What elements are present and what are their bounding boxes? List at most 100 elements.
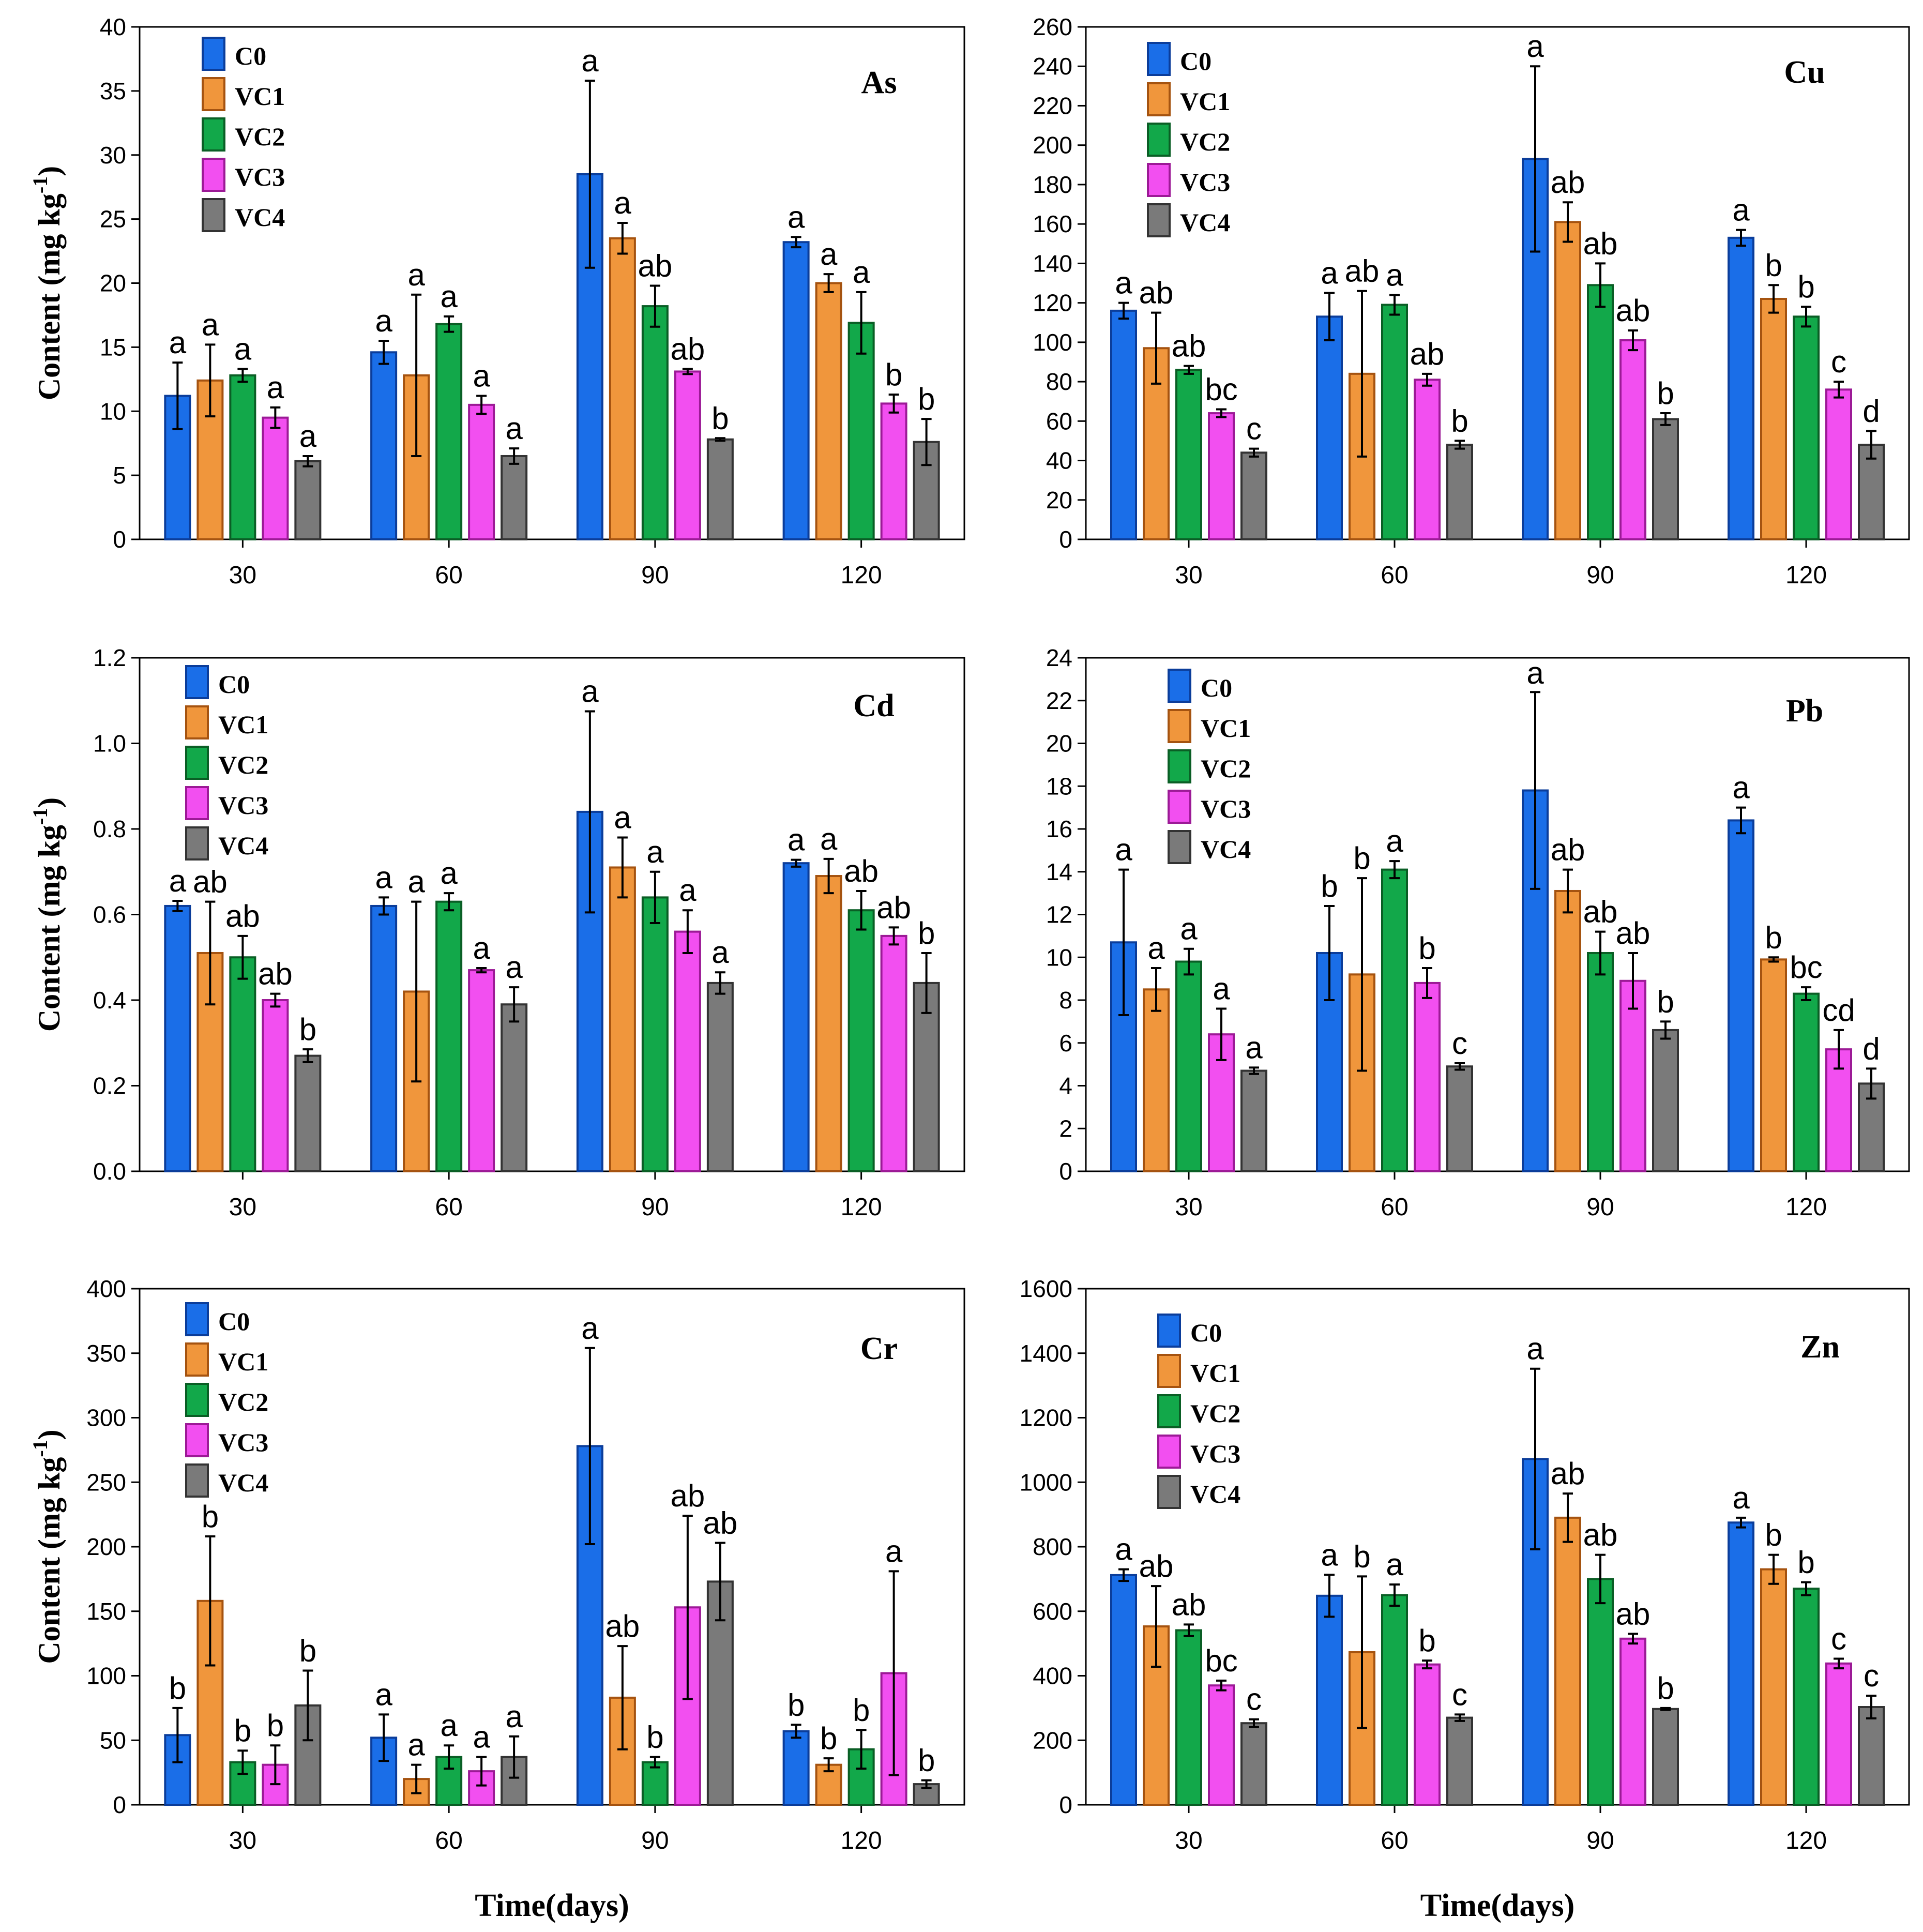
significance-letter: a [820, 237, 838, 271]
legend-swatch-vc3 [1147, 163, 1171, 197]
y-tick-label: 20 [1046, 730, 1072, 757]
y-tick-label: 6 [1059, 1030, 1072, 1056]
significance-letter: c [1831, 1621, 1846, 1656]
legend-label-vc3: VC3 [218, 1428, 268, 1457]
significance-letter: a [1115, 266, 1132, 300]
y-tick-label: 1.2 [93, 644, 126, 671]
bar-vc4-90 [1652, 1708, 1679, 1806]
x-tick-label: 90 [1586, 1827, 1614, 1854]
bar-vc2-90 [1587, 952, 1614, 1172]
legend-swatch-vc3 [1157, 1435, 1181, 1469]
bar-c0-120 [1728, 819, 1754, 1172]
significance-letter: a [679, 873, 696, 908]
legend-label-c0: C0 [235, 41, 266, 70]
bar-vc4-60 [501, 1003, 528, 1173]
x-tick-label: 60 [435, 562, 462, 589]
significance-letter: b [885, 357, 902, 392]
bar-vc3-90 [1619, 339, 1646, 540]
significance-letter: c [1831, 344, 1846, 379]
y-axis-label-sup: -1 [28, 176, 52, 193]
significance-letter: a [1386, 1547, 1403, 1582]
x-tick-label: 90 [1586, 562, 1614, 589]
y-tick-label: 100 [1033, 329, 1072, 356]
y-tick-label: 10 [1046, 944, 1072, 971]
significance-letter: a [473, 931, 490, 965]
significance-letter: ab [1551, 833, 1585, 867]
y-tick-label: 0.6 [93, 901, 126, 928]
legend-label-vc4: VC4 [1180, 208, 1230, 237]
bar-vc4-120 [1858, 444, 1885, 540]
legend-label-vc1: VC1 [218, 710, 268, 739]
y-tick-label: 400 [86, 1275, 126, 1302]
bar-vc4-90 [706, 438, 734, 540]
significance-letter: ab [1139, 1549, 1174, 1583]
significance-letter: a [407, 865, 425, 899]
significance-letter: ab [1172, 329, 1206, 364]
significance-letter: b [299, 1634, 316, 1668]
y-tick-label: 15 [100, 334, 126, 360]
bar-vc3-30 [262, 416, 289, 541]
bar-vc2-120 [847, 909, 875, 1172]
plot-frame [1085, 26, 1910, 540]
legend-label-vc3: VC3 [1190, 1439, 1240, 1468]
significance-letter: a [375, 860, 392, 895]
significance-letter: ab [1139, 276, 1174, 310]
y-tick-label: 16 [1046, 816, 1072, 842]
bar-vc3-120 [1825, 1048, 1852, 1172]
significance-letter: b [267, 1708, 284, 1743]
x-axis-label: Time(days) [475, 1888, 629, 1923]
significance-letter: a [1115, 1532, 1132, 1567]
legend-label-vc1: VC1 [1201, 714, 1251, 743]
bar-vc2-30 [229, 956, 256, 1172]
bar-vc3-90 [674, 930, 701, 1172]
bar-vc3-30 [1208, 1684, 1235, 1806]
legend-label-vc4: VC4 [1201, 835, 1251, 864]
bar-c0-60 [1316, 1594, 1343, 1806]
significance-letter: ab [1616, 1596, 1651, 1631]
legend-swatch-vc1 [185, 1342, 209, 1377]
legend-swatch-vc2 [1168, 749, 1191, 783]
significance-letter: b [918, 1743, 935, 1778]
significance-letter: b [202, 1499, 219, 1534]
x-tick-label: 120 [1785, 1827, 1827, 1854]
significance-letter: a [1180, 912, 1198, 946]
significance-letter: ab [1583, 226, 1618, 261]
significance-letter: d [1863, 394, 1880, 428]
significance-letter: c [1864, 1658, 1879, 1693]
significance-letter: c [1452, 1677, 1467, 1712]
y-tick-label: 0 [1059, 526, 1072, 553]
y-tick-label: 120 [1033, 290, 1072, 316]
bar-vc3-60 [1414, 1663, 1441, 1806]
significance-letter: b [918, 916, 935, 950]
significance-letter: a [169, 325, 187, 360]
y-tick-label: 240 [1033, 53, 1072, 80]
bar-vc4-30 [1240, 1722, 1267, 1806]
y-tick-label: 5 [113, 462, 126, 489]
legend-swatch-vc2 [185, 746, 209, 780]
bar-vc4-90 [1652, 1029, 1679, 1173]
legend-label-vc2: VC2 [1180, 127, 1230, 156]
significance-letter: bc [1790, 950, 1822, 985]
y-tick-label: 300 [86, 1405, 126, 1431]
y-tick-label: 0.8 [93, 816, 126, 842]
bar-vc2-120 [847, 322, 875, 540]
y-tick-label: 8 [1059, 987, 1072, 1014]
bar-vc1-90 [609, 237, 636, 541]
significance-letter: a [1386, 258, 1403, 292]
y-tick-label: 250 [86, 1469, 126, 1496]
significance-letter: b [299, 1012, 316, 1047]
y-tick-label: 12 [1046, 901, 1072, 928]
significance-letter: cd [1822, 993, 1855, 1028]
significance-letter: b [1657, 1671, 1674, 1705]
significance-letter: a [505, 411, 523, 446]
bar-vc1-120 [815, 1763, 842, 1806]
significance-letter: a [234, 331, 252, 366]
significance-letter: b [711, 401, 729, 435]
significance-letter: a [788, 823, 805, 857]
x-tick-label: 60 [1381, 1827, 1408, 1854]
significance-letter: b [788, 1687, 805, 1722]
bar-vc1-90 [609, 866, 636, 1172]
bar-vc3-30 [1208, 412, 1235, 540]
